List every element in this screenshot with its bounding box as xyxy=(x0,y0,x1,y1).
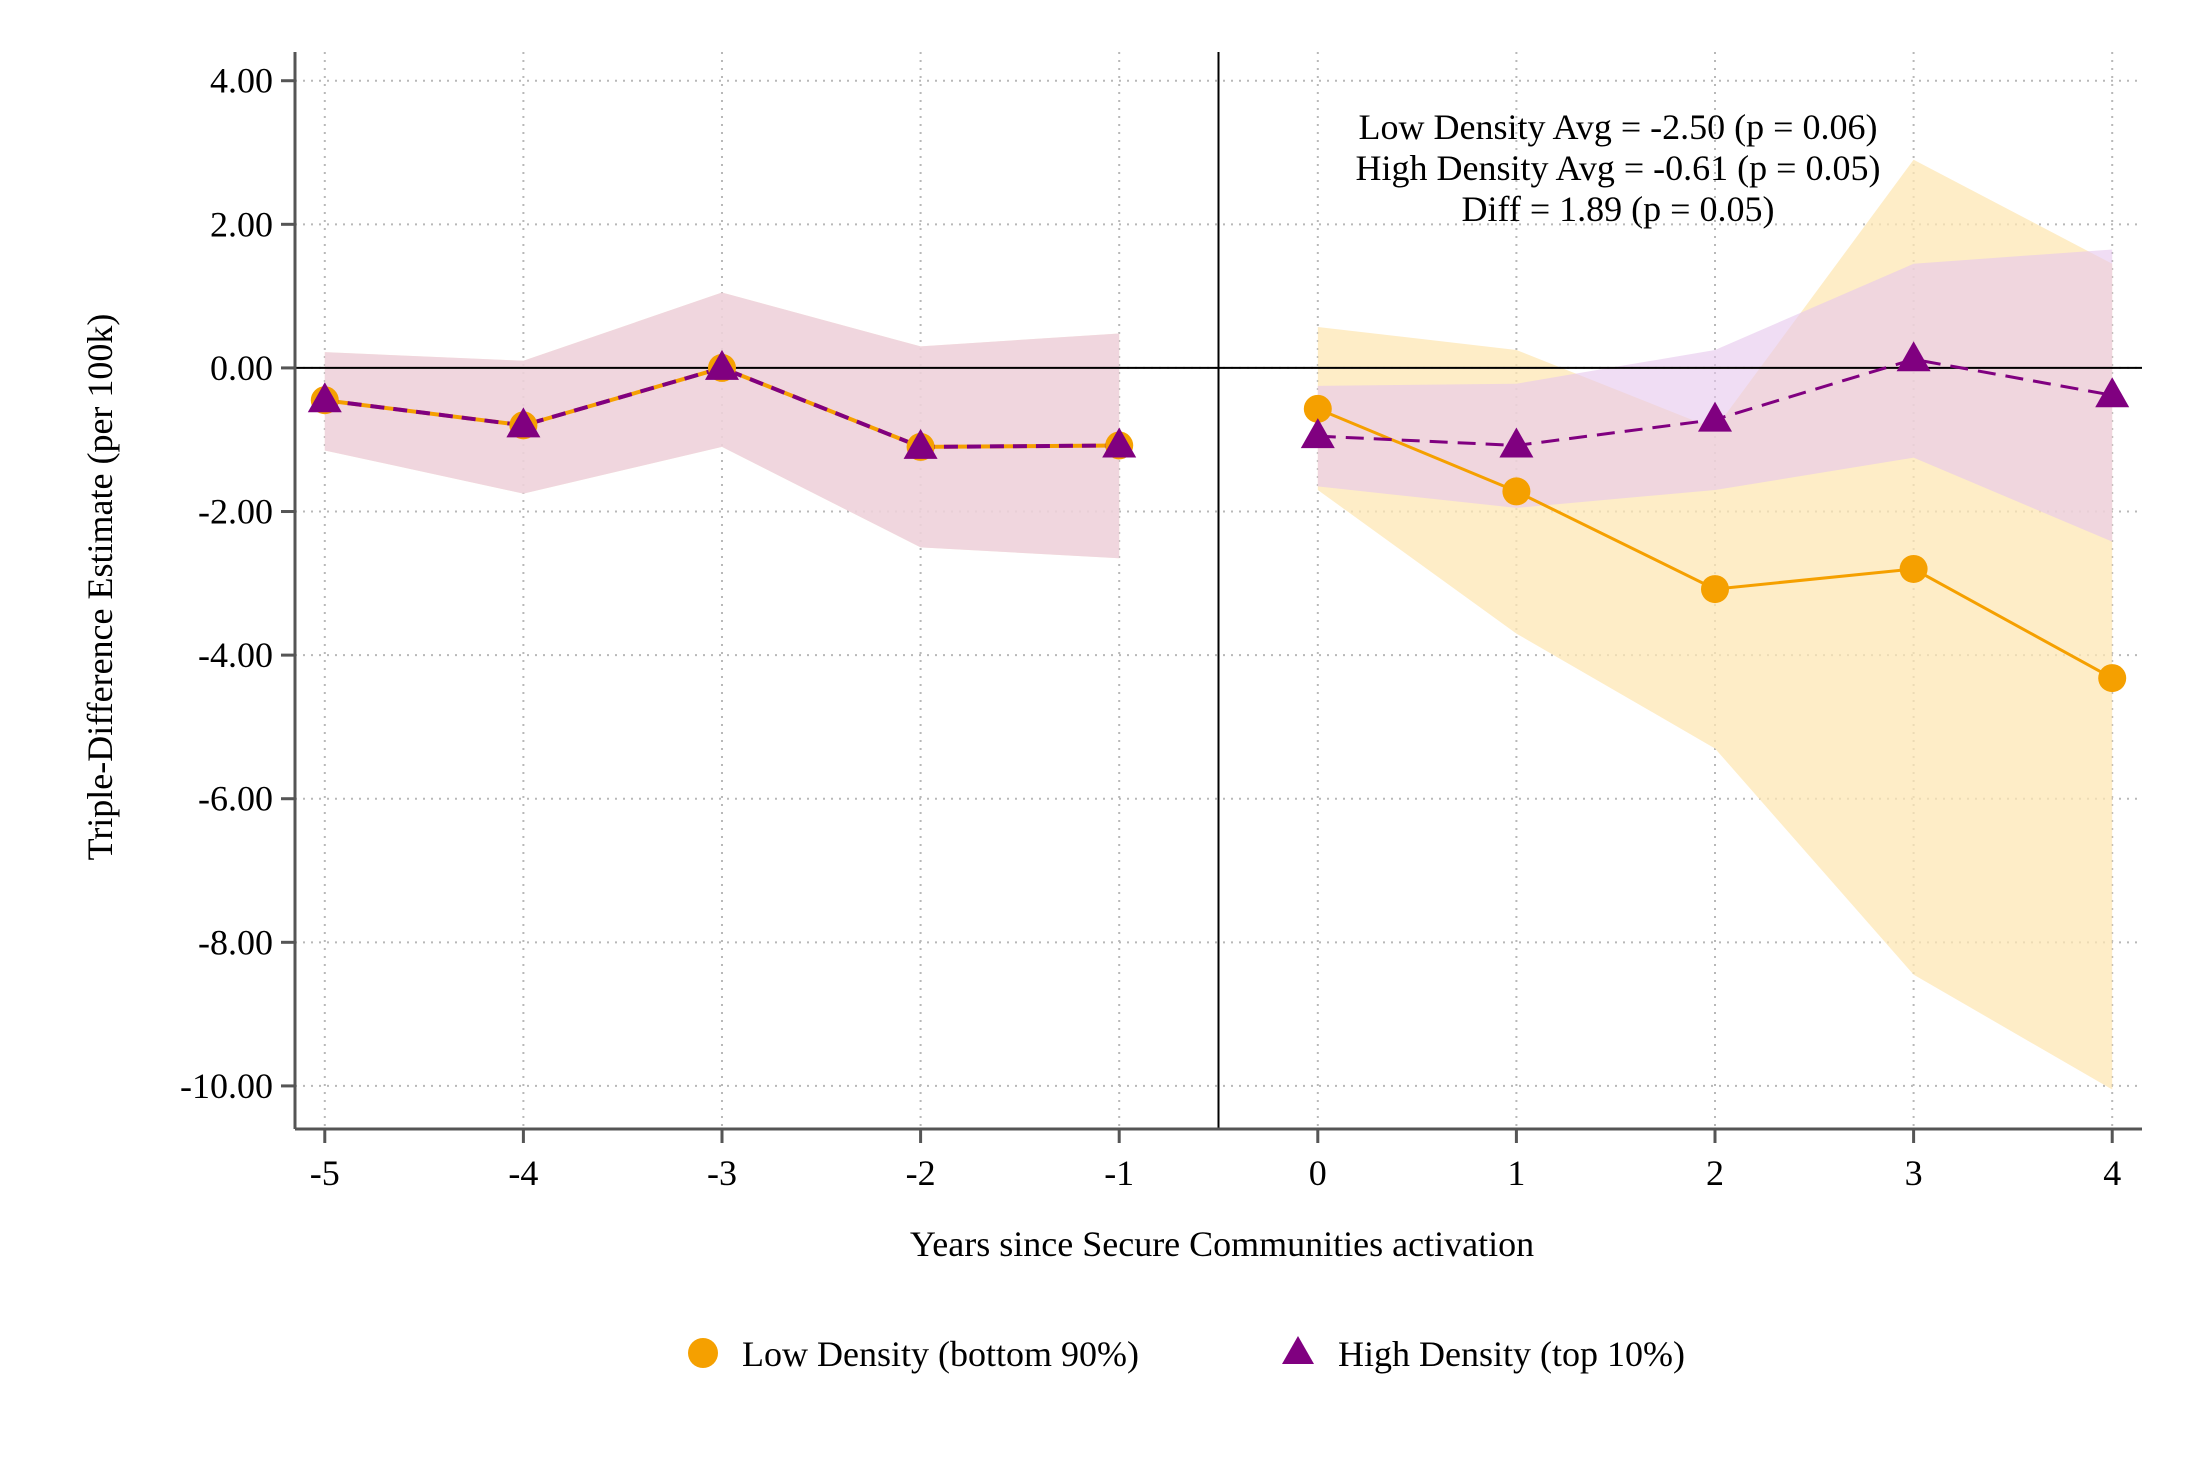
high-density-point xyxy=(1499,427,1534,458)
low-density-point xyxy=(1303,394,1332,423)
legend-triangle-marker xyxy=(1282,1336,1314,1364)
series-markers xyxy=(307,341,2130,693)
confidence-bands xyxy=(324,159,2113,1090)
high-density-point xyxy=(1102,427,1137,458)
x-tick-label: -5 xyxy=(310,1153,340,1193)
high-density-point xyxy=(307,382,342,413)
high-density-point xyxy=(903,428,938,459)
x-axis-label: Years since Secure Communities activatio… xyxy=(910,1224,1534,1264)
reference-lines xyxy=(295,52,2142,1129)
x-tick-label: 0 xyxy=(1309,1153,1327,1193)
low-density-point xyxy=(2098,664,2127,693)
y-tick-label: -8.00 xyxy=(198,922,273,962)
annotation-box: Low Density Avg = -2.50 (p = 0.06) High … xyxy=(1356,107,1881,229)
high-density-point xyxy=(704,349,739,380)
y-tick-label: -2.00 xyxy=(198,492,273,532)
y-axis-label: Triple-Difference Estimate (per 100k) xyxy=(80,314,120,861)
y-tick-label: -6.00 xyxy=(198,779,273,819)
x-tick-label: 3 xyxy=(1905,1153,1923,1193)
y-tick-label: -4.00 xyxy=(198,635,273,675)
x-tick-label: -1 xyxy=(1104,1153,1134,1193)
high-density-point xyxy=(1896,341,1931,372)
x-tick-label: 1 xyxy=(1507,1153,1525,1193)
y-tick-label: -10.00 xyxy=(180,1066,273,1106)
y-tick-label: 4.00 xyxy=(210,61,273,101)
ci-band-high-density xyxy=(1317,249,2113,542)
y-tick-label: 0.00 xyxy=(210,348,273,388)
x-tick-label: -3 xyxy=(707,1153,737,1193)
high-density-point xyxy=(1300,418,1335,449)
low-density-point xyxy=(1502,477,1531,506)
low-density-point xyxy=(1701,575,1730,604)
high-density-point xyxy=(1698,401,1733,432)
legend-circle-marker xyxy=(688,1338,718,1368)
axes: 4.00 2.00 0.00 -2.00 -4.00 -6.00 -8.00 -10.00 -5… xyxy=(180,52,2142,1193)
low-density-point xyxy=(1899,554,1928,583)
legend: Low Density (bottom 90%) High Density (t… xyxy=(688,1334,1685,1374)
high-density-point xyxy=(506,407,541,438)
annotation-line-3: Diff = 1.89 (p = 0.05) xyxy=(1462,189,1775,229)
annotation-line-2: High Density Avg = -0.61 (p = 0.05) xyxy=(1356,148,1881,188)
legend-label-high-density: High Density (top 10%) xyxy=(1338,1334,1685,1374)
ci-band-high-density xyxy=(324,292,1120,559)
x-tick-label: -4 xyxy=(508,1153,538,1193)
high-density-point xyxy=(2095,377,2130,408)
y-tick-label: 2.00 xyxy=(210,204,273,244)
x-tick-label: 4 xyxy=(2103,1153,2121,1193)
legend-label-low-density: Low Density (bottom 90%) xyxy=(742,1334,1139,1374)
x-tick-label: 2 xyxy=(1706,1153,1724,1193)
x-tick-label: -2 xyxy=(906,1153,936,1193)
annotation-line-1: Low Density Avg = -2.50 (p = 0.06) xyxy=(1359,107,1878,147)
